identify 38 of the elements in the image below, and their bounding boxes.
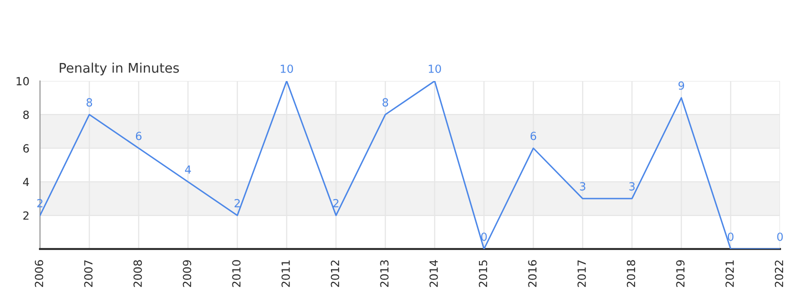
data-label: 10 <box>428 64 441 73</box>
data-label: 10 <box>280 64 293 73</box>
data-label: 2 <box>333 198 338 208</box>
x-tick-label: 2008 <box>133 260 142 287</box>
y-tick-label: 8 <box>23 110 29 119</box>
x-tick-label: 2018 <box>626 260 636 287</box>
chart-title: Penalty in Minutes <box>60 62 179 76</box>
data-label: 3 <box>629 182 635 191</box>
data-label: 3 <box>580 182 586 191</box>
x-tick-label: 2019 <box>676 260 685 287</box>
data-label: 2 <box>37 198 42 208</box>
x-tick-label: 2015 <box>478 260 488 287</box>
data-label: 9 <box>678 81 684 90</box>
data-label: 0 <box>481 232 487 241</box>
y-tick-label: 4 <box>23 178 29 186</box>
x-tick-label: 2007 <box>84 260 93 287</box>
data-label: 2 <box>234 198 240 208</box>
x-tick-label: 2022 <box>774 260 784 287</box>
data-label: 0 <box>777 232 783 241</box>
x-tick-label: 2009 <box>182 260 192 287</box>
data-label: 6 <box>136 132 142 140</box>
data-label: 8 <box>86 98 92 107</box>
x-tick-label: 2012 <box>330 260 340 287</box>
x-tick-label: 2017 <box>577 260 586 287</box>
data-label: 4 <box>185 166 191 174</box>
x-tick-label: 2021 <box>725 260 734 287</box>
y-tick-label: 6 <box>23 144 29 153</box>
x-tick-label: 2014 <box>429 260 438 287</box>
data-label: 8 <box>382 98 388 107</box>
x-tick-label: 2010 <box>232 260 241 287</box>
x-tick-label: 2011 <box>281 260 290 287</box>
y-tick-label: 2 <box>23 211 28 220</box>
x-tick-label: 2013 <box>380 260 389 287</box>
x-tick-label: 2006 <box>34 260 44 287</box>
data-label: 6 <box>530 132 536 140</box>
x-tick-label: 2016 <box>528 260 537 287</box>
y-tick-label: 10 <box>16 76 29 86</box>
data-label: 0 <box>728 232 734 241</box>
